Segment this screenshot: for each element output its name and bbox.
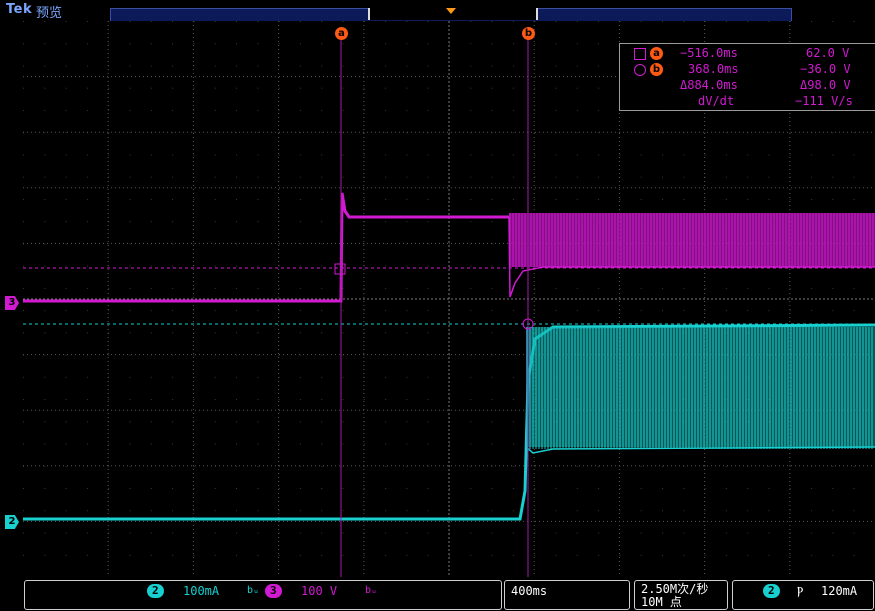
cursor-a-time: −516.0ms [680,46,738,60]
ch2-scale[interactable]: 100mA [183,584,220,598]
delta-time: Δ884.0ms [680,78,738,92]
readout-a-marker: a [650,47,663,60]
bottom-status-bar: 2 100mA bᵤ 3 100 V bᵤ 400ms 2.50M次/秒 10M… [0,577,875,611]
slope-value: −111 V/s [795,94,853,108]
ch3-scale[interactable]: 100 V [301,584,338,598]
cursor-b-time: 368.0ms [688,62,739,76]
ch2-bandwidth-icon: bᵤ [247,585,260,596]
ch2-ground-marker[interactable]: 2 [5,515,19,529]
acquisition-box[interactable]: 2.50M次/秒 10M 点 [634,580,728,610]
trigger-box[interactable]: 2 Ⲣ 120mA [732,580,874,610]
channel-settings-box[interactable]: 2 100mA bᵤ 3 100 V bᵤ [24,580,502,610]
record-length: 10M 点 [641,595,682,609]
record-view-window[interactable] [368,8,538,20]
trigger-level[interactable]: 120mA [821,584,858,598]
readout-b-marker: b [650,63,663,76]
top-status-bar: Tek 预览 [0,0,875,22]
waveform-display[interactable] [23,21,875,577]
ch3-ground-marker[interactable]: 3 [5,296,19,310]
sample-rate: 2.50M次/秒 [641,582,709,596]
slope-label: dV/dt [698,94,735,108]
timebase-box[interactable]: 400ms [504,580,630,610]
cursor-readout-panel: a b −516.0ms 62.0 V 368.0ms −36.0 V Δ884… [619,43,875,111]
ch3-bandwidth-icon: bᵤ [365,585,378,596]
cursor-a-value: 62.0 V [806,46,850,60]
ch2-badge[interactable]: 2 [147,584,164,598]
graticule-grid [23,21,875,577]
ch2-waveform [23,318,875,521]
cursor-b-circle-icon [634,64,646,76]
brand-logo: Tek [6,2,33,17]
cursor-b-value: −36.0 V [800,62,851,76]
cursor-a-square-icon [634,48,646,60]
cursor-a-marker[interactable]: a [335,27,348,40]
timebase-value[interactable]: 400ms [511,584,548,598]
trigger-slope-icon[interactable]: Ⲣ [797,584,804,598]
delta-value: Δ98.0 V [800,78,851,92]
trigger-position-icon [446,8,456,14]
acquisition-mode-label: 预览 [36,6,63,21]
trigger-source-badge[interactable]: 2 [763,584,780,598]
ch3-badge[interactable]: 3 [265,584,282,598]
cursor-b-marker[interactable]: b [522,27,535,40]
ch3-waveform [23,192,875,303]
